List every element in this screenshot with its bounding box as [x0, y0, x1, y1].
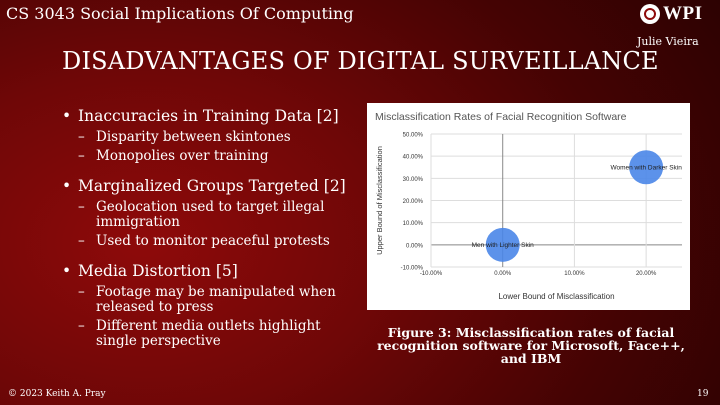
- sub-bullet-item: Footage may be manipulated when released…: [78, 285, 352, 315]
- sub-bullet-list: Geolocation used to target illegal immig…: [78, 200, 352, 250]
- copyright: © 2023 Keith A. Pray: [8, 389, 106, 399]
- x-axis-label: Lower Bound of Misclassification: [498, 292, 614, 301]
- bullet-text: Marginalized Groups Targeted [2]: [78, 177, 346, 195]
- y-tick-label: 10.00%: [403, 221, 424, 227]
- y-tick-label: 20.00%: [403, 199, 424, 205]
- y-tick-label: 0.00%: [406, 243, 424, 249]
- y-axis-label: Upper Bound of Misclassification: [375, 146, 384, 255]
- chart-container: Misclassification Rates of Facial Recogn…: [367, 103, 690, 310]
- y-tick-label: -10.00%: [401, 266, 424, 272]
- figure-caption: Figure 3: Misclassification rates of fac…: [377, 325, 685, 366]
- bullet-list: Inaccuracies in Training Data [2] Dispar…: [62, 106, 352, 361]
- x-tick-label: 10.00%: [564, 271, 585, 277]
- data-point: [485, 227, 520, 262]
- sub-bullet-item: Disparity between skintones: [78, 130, 352, 146]
- bullet-item: Media Distortion [5] Footage may be mani…: [62, 261, 352, 349]
- page-number: 19: [697, 389, 709, 399]
- sub-bullet-item: Used to monitor peaceful protests: [78, 234, 352, 250]
- chart-title: Misclassification Rates of Facial Recogn…: [375, 111, 627, 123]
- y-tick-label: 50.00%: [403, 133, 424, 139]
- y-tick-label: 40.00%: [403, 155, 424, 161]
- bullet-item: Inaccuracies in Training Data [2] Dispar…: [62, 106, 352, 164]
- y-tick-label: 30.00%: [403, 177, 424, 183]
- wpi-logo: WPI: [640, 2, 703, 26]
- sub-bullet-item: Different media outlets highlight single…: [78, 319, 352, 349]
- data-label: Men with Lighter Skin: [472, 242, 535, 249]
- data-point: [629, 150, 664, 185]
- sub-bullet-list: Disparity between skintones Monopolies o…: [78, 130, 352, 165]
- x-tick-label: 20.00%: [636, 271, 657, 277]
- slide-title: DISADVANTAGES OF DIGITAL SURVEILLANCE: [62, 47, 659, 75]
- sub-bullet-list: Footage may be manipulated when released…: [78, 285, 352, 349]
- course-title: CS 3043 Social Implications Of Computing: [6, 4, 354, 23]
- bullet-item: Marginalized Groups Targeted [2] Geoloca…: [62, 176, 352, 249]
- sub-bullet-item: Geolocation used to target illegal immig…: [78, 200, 352, 230]
- slide-header: CS 3043 Social Implications Of Computing…: [0, 0, 720, 28]
- bullet-text: Media Distortion [5]: [78, 262, 238, 280]
- bullet-text: Inaccuracies in Training Data [2]: [78, 107, 339, 125]
- scatter-chart: Misclassification Rates of Facial Recogn…: [375, 111, 682, 301]
- x-tick-label: -10.00%: [420, 271, 443, 277]
- wpi-logo-text: WPI: [663, 3, 703, 24]
- author-name: Julie Vieira: [637, 35, 699, 48]
- data-label: Women with Darker Skin: [610, 164, 682, 171]
- x-tick-label: 0.00%: [494, 271, 512, 277]
- wpi-seal-icon: [640, 4, 660, 24]
- sub-bullet-item: Monopolies over training: [78, 149, 352, 165]
